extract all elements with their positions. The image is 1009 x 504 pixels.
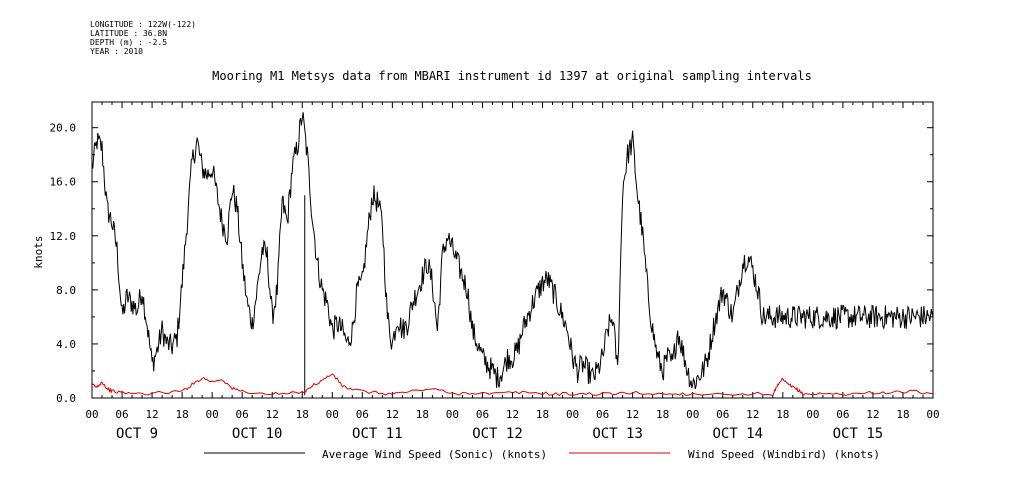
x-tick-label: 12 bbox=[506, 408, 519, 421]
x-tick-label: 18 bbox=[896, 408, 909, 421]
x-tick-label: 00 bbox=[806, 408, 819, 421]
x-tick-label: 12 bbox=[266, 408, 279, 421]
y-axis-label: knots bbox=[32, 235, 45, 268]
x-tick-label: 18 bbox=[175, 408, 188, 421]
longitude-text: LONGITUDE : 122W(-122) bbox=[90, 20, 196, 29]
x-tick-label: 18 bbox=[416, 408, 429, 421]
day-label: OCT 10 bbox=[232, 426, 283, 442]
x-tick-label: 00 bbox=[686, 408, 699, 421]
x-tick-label: 06 bbox=[716, 408, 729, 421]
axes-group: 00 06 12 18 00 06 12 18 00 06 12 18 00 06 12 18 00 06 12 18… bbox=[50, 102, 940, 442]
x-tick-label: 06 bbox=[476, 408, 489, 421]
x-tick-label: 00 bbox=[566, 408, 579, 421]
series-group bbox=[91, 112, 934, 397]
x-tick-label: 06 bbox=[115, 408, 128, 421]
series-line-sonic bbox=[91, 112, 934, 390]
series-line-windbird bbox=[91, 373, 934, 397]
x-tick-label: 12 bbox=[626, 408, 639, 421]
year-text: YEAR : 2010 bbox=[90, 47, 143, 56]
y-tick-label: 0.0 bbox=[56, 392, 76, 405]
depth-text: DEPTH (m) : -2.5 bbox=[90, 38, 168, 47]
metadata-block: LONGITUDE : 122W(-122) LATITUDE : 36.8N … bbox=[90, 20, 196, 56]
chart-title: Mooring M1 Metsys data from MBARI instru… bbox=[212, 69, 812, 83]
plot-frame bbox=[91, 101, 934, 399]
y-tick-label: 16.0 bbox=[50, 176, 77, 189]
day-label: OCT 14 bbox=[712, 426, 763, 442]
x-tick-label: 06 bbox=[596, 408, 609, 421]
y-tick-label: 12.0 bbox=[50, 230, 77, 243]
x-tick-label: 18 bbox=[536, 408, 549, 421]
day-label: OCT 11 bbox=[352, 426, 403, 442]
x-tick-label: 00 bbox=[206, 408, 219, 421]
day-label: OCT 9 bbox=[116, 426, 158, 442]
x-tick-label: 12 bbox=[746, 408, 759, 421]
x-tick-label: 06 bbox=[356, 408, 369, 421]
legend: Average Wind Speed (Sonic) (knots) Wind … bbox=[204, 448, 880, 461]
legend-label-windbird: Wind Speed (Windbird) (knots) bbox=[688, 448, 880, 461]
latitude-text: LATITUDE : 36.8N bbox=[90, 29, 168, 38]
x-tick-label: 18 bbox=[296, 408, 309, 421]
y-tick-label: 8.0 bbox=[56, 284, 76, 297]
x-tick-label: 06 bbox=[236, 408, 249, 421]
x-tick-label: 12 bbox=[866, 408, 879, 421]
y-tick-label: 4.0 bbox=[56, 338, 76, 351]
x-tick-label: 12 bbox=[145, 408, 158, 421]
y-tick-label: 20.0 bbox=[50, 122, 77, 135]
x-tick-label: 00 bbox=[85, 408, 98, 421]
x-tick-label: 06 bbox=[836, 408, 849, 421]
x-tick-label: 12 bbox=[386, 408, 399, 421]
x-tick-label: 00 bbox=[446, 408, 459, 421]
legend-label-sonic: Average Wind Speed (Sonic) (knots) bbox=[322, 448, 547, 461]
x-tick-label: 18 bbox=[776, 408, 789, 421]
day-label: OCT 15 bbox=[833, 426, 884, 442]
day-label: OCT 13 bbox=[592, 426, 643, 442]
x-tick-label: 00 bbox=[326, 408, 339, 421]
x-tick-label: 00 bbox=[926, 408, 939, 421]
x-tick-label: 18 bbox=[656, 408, 669, 421]
day-label: OCT 12 bbox=[472, 426, 523, 442]
